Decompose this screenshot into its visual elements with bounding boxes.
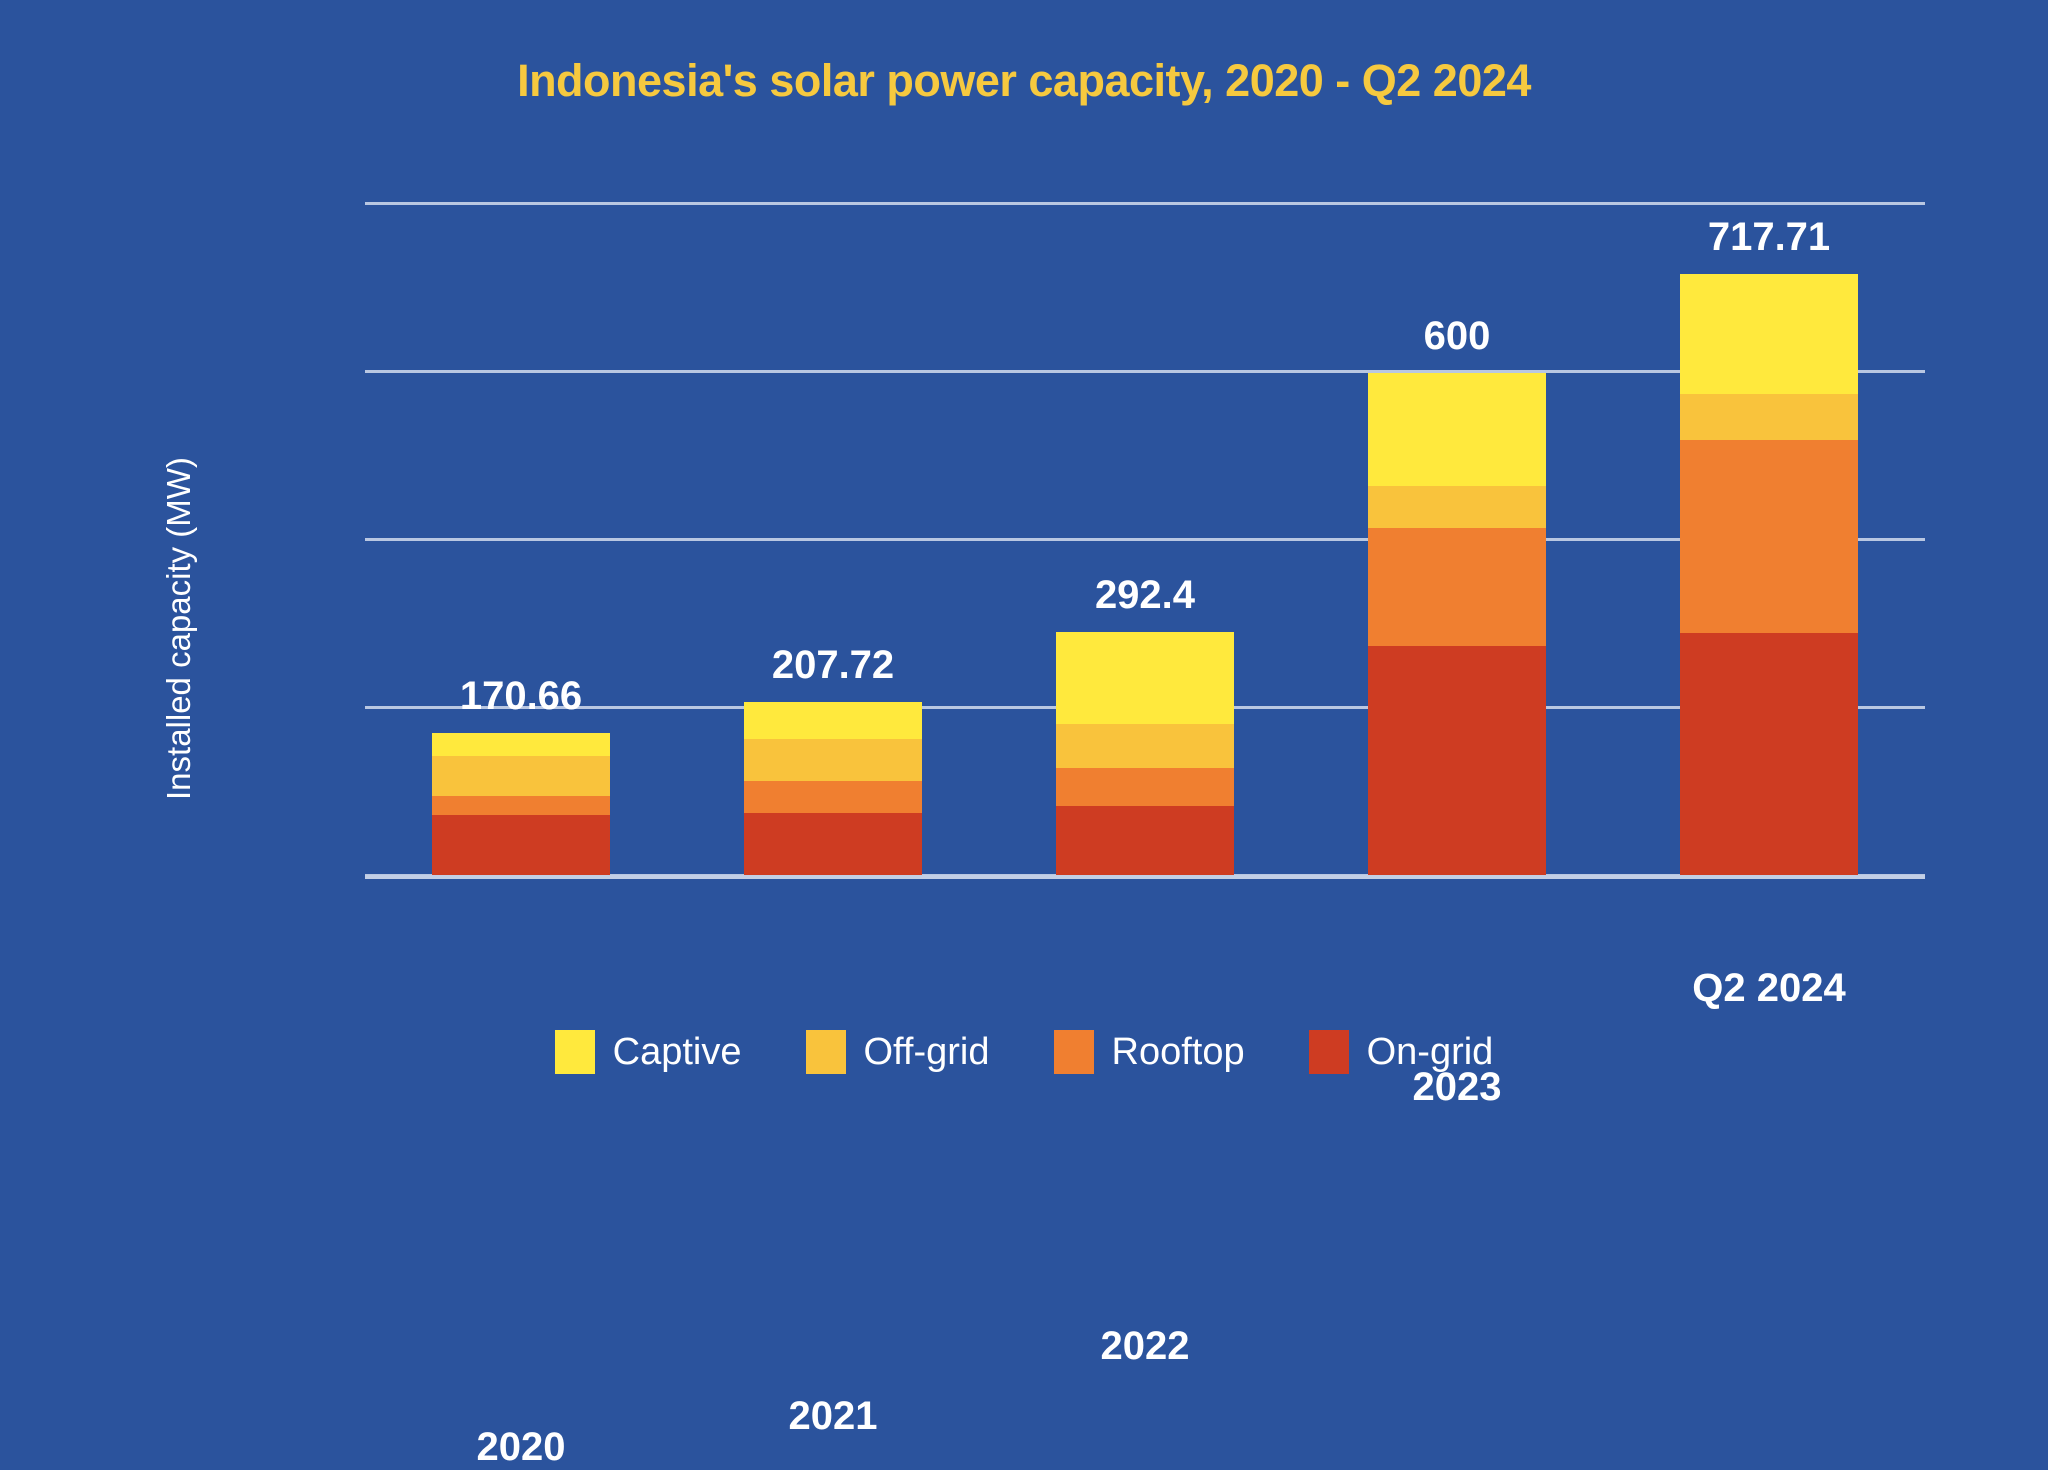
bar-total-label: 170.66 <box>459 674 583 719</box>
legend-swatch-icon <box>805 1030 846 1074</box>
gridline-600 <box>365 370 1925 373</box>
bar-total-label: 292.4 <box>1094 572 1196 617</box>
legend-item[interactable]: Off-grid <box>805 1030 990 1074</box>
x-axis-tick-label: 2023 <box>1412 1065 1502 1110</box>
bar-segment-rooftop[interactable] <box>432 796 610 815</box>
bar-total-label: 207.72 <box>771 643 895 688</box>
legend-item[interactable]: Captive <box>554 1030 742 1074</box>
legend-item[interactable]: On-grid <box>1308 1030 1494 1074</box>
bar-segment-captive[interactable] <box>744 702 922 740</box>
y-axis-title: Installed capacity (MW) <box>160 457 197 800</box>
bar-series: 170.66 2020 207.72 2021 292.4 2022 600 2023 717.… <box>365 205 1925 1469</box>
legend-swatch-icon <box>1053 1030 1094 1074</box>
chart-title: Indonesia's solar power capacity, 2020 -… <box>517 55 1531 106</box>
bar-segment-off-grid[interactable] <box>744 739 922 782</box>
bar-segment-off-grid[interactable] <box>1680 394 1858 441</box>
bar-segment-rooftop[interactable] <box>744 781 922 814</box>
bar-segment-rooftop[interactable] <box>1368 528 1546 646</box>
bar-group[interactable]: 207.72 2021 <box>744 643 922 1438</box>
legend-label: Off-grid <box>863 1030 990 1073</box>
bar-segment-off-grid[interactable] <box>1056 724 1234 768</box>
bar-segment-captive[interactable] <box>1056 631 1234 725</box>
bar-segment-captive[interactable] <box>432 733 610 757</box>
legend-swatch-icon <box>554 1030 595 1074</box>
legend-label: Rooftop <box>1111 1030 1245 1073</box>
bar-segment-captive[interactable] <box>1680 273 1858 395</box>
bar-group[interactable]: 292.4 2022 <box>1056 573 1234 1368</box>
x-axis-tick-label: 2020 <box>476 1425 566 1470</box>
bar-total-label: 600 <box>1423 314 1491 359</box>
chart-canvas: Indonesia's solar power capacity, 2020 -… <box>0 55 2048 1469</box>
bar-group[interactable]: 600 2023 <box>1368 314 1546 1109</box>
bar-total-label: 717.71 <box>1707 214 1831 259</box>
x-axis-line <box>365 875 1925 879</box>
legend-label: On-grid <box>1366 1030 1494 1073</box>
gridline-800 <box>365 202 1925 205</box>
chart-legend: Captive Off-grid Rooftop On-grid <box>0 1030 2048 1074</box>
plot-area: 0200400600800 170.662020207.722021292.42… <box>365 202 1925 1469</box>
bar-segment-off-grid[interactable] <box>1368 486 1546 529</box>
bar-segment-off-grid[interactable] <box>432 756 610 797</box>
bar-segment-on-grid[interactable] <box>1680 633 1858 877</box>
bar-segment-on-grid[interactable] <box>1056 805 1234 877</box>
legend-label: Captive <box>612 1030 742 1073</box>
bar-segment-captive[interactable] <box>1368 373 1546 487</box>
legend-item[interactable]: Rooftop <box>1053 1030 1245 1074</box>
bar-segment-on-grid[interactable] <box>1368 646 1546 877</box>
legend-swatch-icon <box>1308 1030 1349 1074</box>
x-axis-tick-label: 2021 <box>788 1394 878 1439</box>
bar-segment-on-grid[interactable] <box>432 814 610 877</box>
bar-segment-rooftop[interactable] <box>1680 440 1858 634</box>
bar-group[interactable]: 717.71 Q2 2024 <box>1680 215 1858 1010</box>
x-axis-tick-label: Q2 2024 <box>1692 965 1846 1010</box>
bar-segment-rooftop[interactable] <box>1056 767 1234 806</box>
x-axis-tick-label: 2022 <box>1100 1323 1190 1368</box>
gridline-400 <box>365 538 1925 541</box>
bar-group[interactable]: 170.66 2020 <box>432 674 610 1469</box>
bar-segment-on-grid[interactable] <box>744 813 922 877</box>
